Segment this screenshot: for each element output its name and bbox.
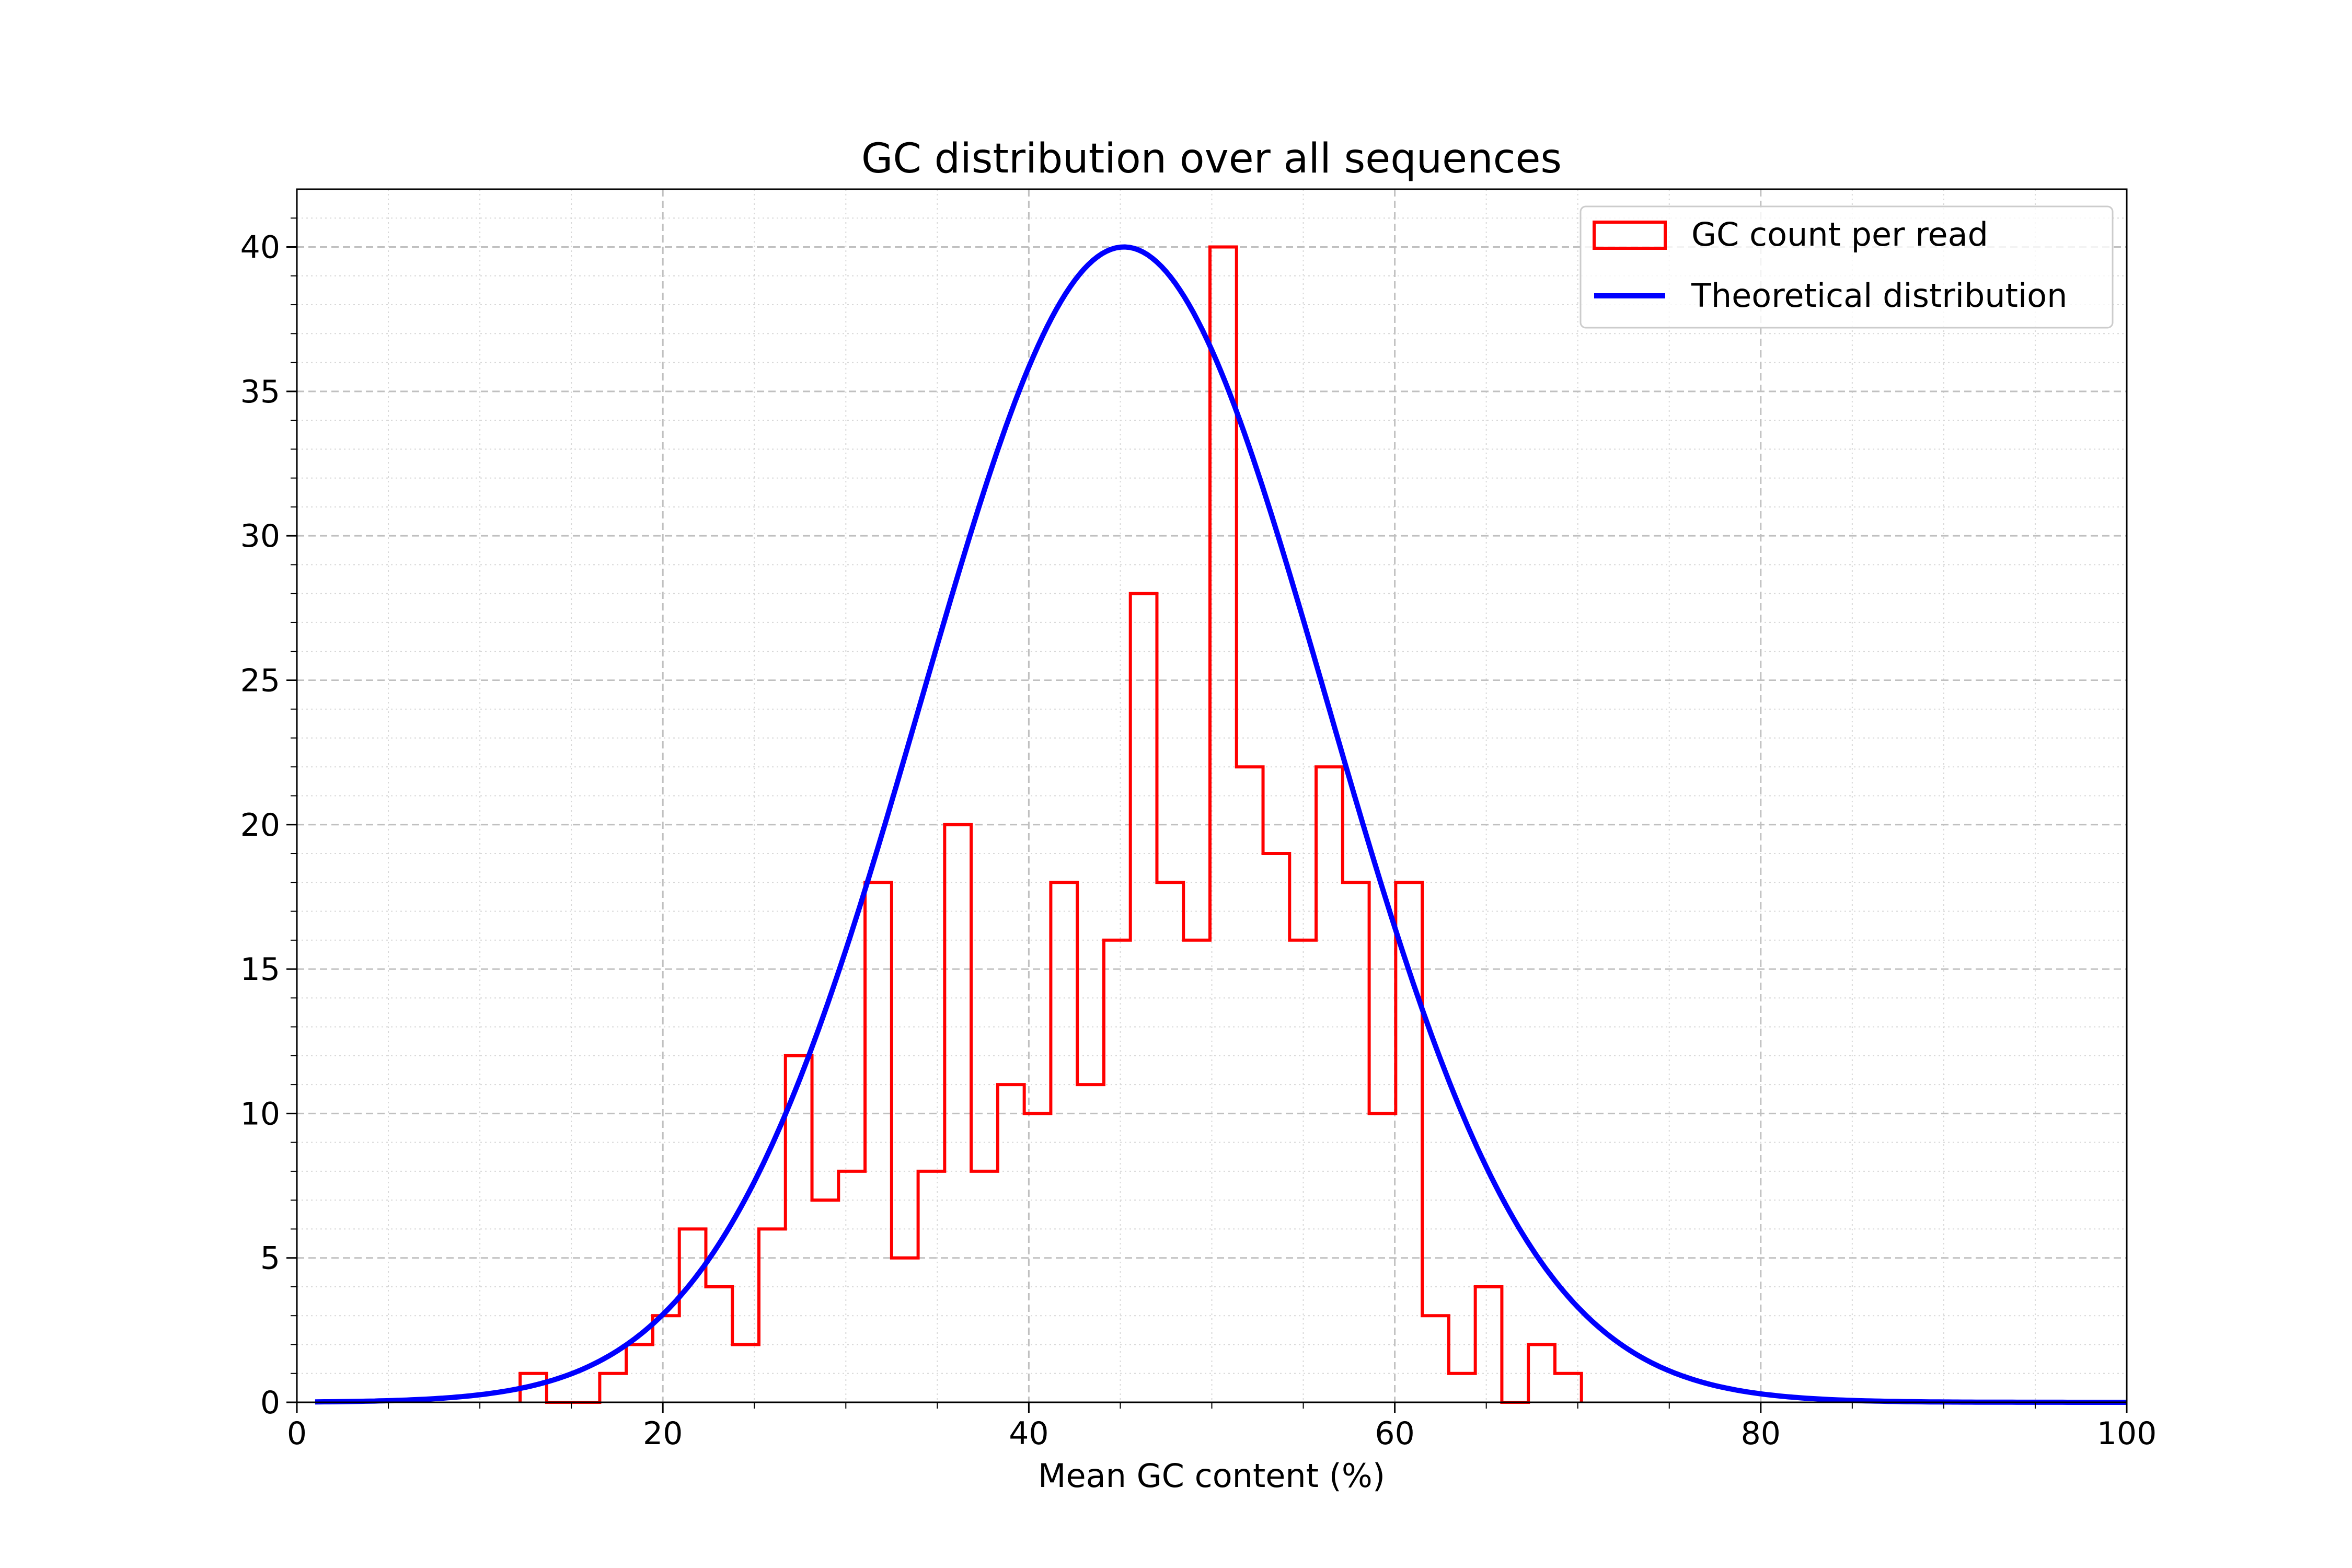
x-tick-label: 20: [643, 1415, 683, 1452]
series-layer: [315, 244, 2127, 1405]
x-tick-label: 80: [1741, 1415, 1781, 1452]
y-tick-label: 25: [240, 662, 280, 699]
y-tick-label: 40: [240, 229, 280, 266]
y-tick-label: 5: [260, 1240, 280, 1277]
legend-label-histogram: GC count per read: [1691, 215, 1988, 253]
legend: GC count per read Theoretical distributi…: [1579, 205, 2114, 329]
y-tick-label: 30: [240, 518, 280, 555]
y-tick-label: 15: [240, 951, 280, 988]
y-tick-label: 20: [240, 807, 280, 844]
y-tick-label: 35: [240, 374, 280, 410]
theoretical-distribution-line: [315, 244, 2127, 1405]
ticks-layer: 0 20 40 60 80 100 0 5 10 15 20 25 30 35 40: [240, 217, 2157, 1452]
x-tick-label: 100: [2097, 1415, 2157, 1452]
legend-label-theoretical: Theoretical distribution: [1691, 276, 2067, 315]
histogram-series: [518, 245, 1583, 1404]
chart-title: GC distribution over all sequences: [861, 135, 1562, 182]
x-tick-label: 60: [1375, 1415, 1414, 1452]
legend-box: [1579, 205, 2114, 329]
x-tick-label: 0: [287, 1415, 307, 1452]
y-tick-label: 0: [260, 1385, 280, 1421]
x-axis-label: Mean GC content (%): [1038, 1457, 1385, 1495]
y-tick-label: 10: [240, 1096, 280, 1132]
legend-swatch-histogram: [1593, 221, 1667, 250]
x-tick-label: 40: [1009, 1415, 1048, 1452]
